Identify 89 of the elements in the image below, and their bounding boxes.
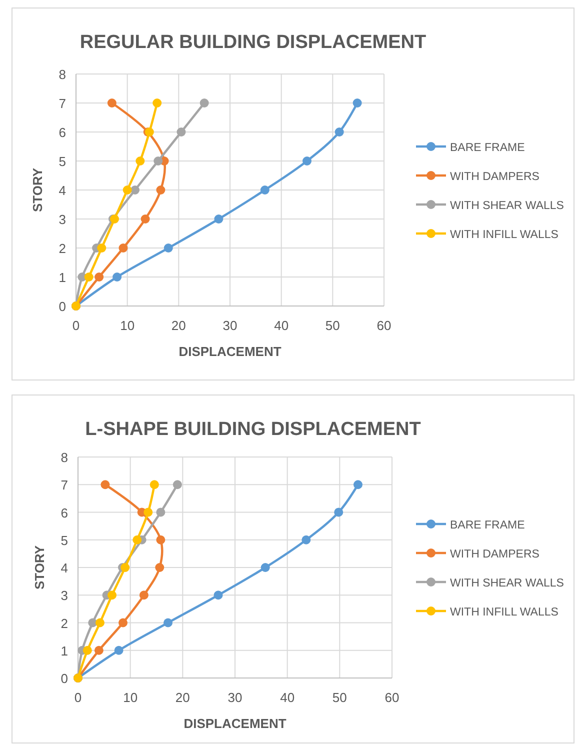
point xyxy=(118,618,128,628)
point xyxy=(214,590,223,600)
y-tick-label: 1 xyxy=(58,270,66,285)
x-axis-title: DISPLACEMENT xyxy=(184,716,286,731)
point xyxy=(95,618,104,628)
point xyxy=(97,244,106,252)
x-tick-label: 40 xyxy=(274,318,289,333)
chart-title: L-SHAPE BUILDING DISPLACEMENT xyxy=(85,419,422,440)
point xyxy=(122,186,132,194)
x-tick-label: 0 xyxy=(74,690,82,705)
y-tick-label: 8 xyxy=(60,450,68,465)
point xyxy=(334,128,344,136)
legend-label: BARE FRAME xyxy=(450,142,526,154)
point xyxy=(120,563,130,572)
x-tick-label: 30 xyxy=(222,318,238,333)
x-tick-label: 50 xyxy=(325,318,340,333)
point xyxy=(94,272,104,282)
point xyxy=(352,98,362,108)
point xyxy=(130,186,140,194)
x-tick-label: 60 xyxy=(384,690,400,705)
y-tick-label: 6 xyxy=(60,505,68,520)
point xyxy=(152,98,162,108)
y-tick-label: 0 xyxy=(58,299,66,314)
x-tick-label: 30 xyxy=(228,690,242,705)
y-tick-label: 7 xyxy=(58,96,66,111)
y-tick-label: 0 xyxy=(60,671,68,686)
legend-label: WITH SHEAR WALLS xyxy=(450,578,564,590)
y-tick-label: 3 xyxy=(58,212,66,227)
point xyxy=(107,98,116,108)
x-tick-label: 40 xyxy=(280,690,295,705)
point xyxy=(334,508,344,517)
point xyxy=(214,214,224,224)
point xyxy=(164,244,173,252)
legend-label: WITH INFILL WALLS xyxy=(450,606,559,618)
point xyxy=(100,480,110,490)
point xyxy=(154,156,163,166)
y-tick-label: 5 xyxy=(58,154,66,169)
point xyxy=(260,186,270,194)
y-tick-label: 5 xyxy=(60,532,68,548)
y-axis-title: STORY xyxy=(30,168,45,212)
point xyxy=(132,535,142,544)
y-tick-label: 2 xyxy=(60,616,68,631)
y-tick-label: 1 xyxy=(60,643,68,658)
point xyxy=(353,480,362,490)
point xyxy=(108,590,117,600)
x-tick-label: 50 xyxy=(332,690,347,705)
point xyxy=(139,590,148,600)
point xyxy=(172,480,182,490)
y-tick-label: 3 xyxy=(60,588,68,604)
point xyxy=(164,618,173,628)
y-tick-label: 2 xyxy=(58,241,66,256)
y-axis-title: STORY xyxy=(32,545,47,590)
legend-label: WITH DAMPERS xyxy=(450,548,540,560)
x-tick-label: 20 xyxy=(175,690,190,705)
point xyxy=(114,646,124,655)
x-tick-label: 60 xyxy=(376,318,392,333)
point xyxy=(200,98,209,108)
point xyxy=(136,156,145,166)
legend-label: WITH DAMPERS xyxy=(450,171,540,183)
legend-label: WITH SHEAR WALLS xyxy=(450,200,564,212)
chart-title: REGULAR BUILDING DISPLACEMENT xyxy=(80,32,426,53)
point xyxy=(118,244,128,252)
point xyxy=(176,128,186,136)
point xyxy=(112,272,122,282)
y-tick-label: 4 xyxy=(58,183,66,198)
point xyxy=(155,563,164,572)
x-tick-label: 10 xyxy=(123,690,138,705)
point xyxy=(140,214,150,224)
point xyxy=(156,186,166,194)
point xyxy=(84,272,94,282)
x-tick-label: 0 xyxy=(72,318,80,333)
point xyxy=(150,480,159,490)
point xyxy=(302,156,312,166)
y-tick-label: 8 xyxy=(58,67,66,82)
point xyxy=(260,563,270,572)
point xyxy=(144,508,153,517)
legend-label: WITH INFILL WALLS xyxy=(450,229,559,241)
y-tick-label: 7 xyxy=(60,478,68,493)
point xyxy=(94,646,104,655)
x-tick-label: 20 xyxy=(171,318,186,333)
x-axis-title: DISPLACEMENT xyxy=(178,344,282,359)
y-tick-label: 4 xyxy=(60,560,68,576)
point xyxy=(156,508,166,517)
point xyxy=(302,535,311,544)
point xyxy=(82,646,92,655)
x-tick-label: 10 xyxy=(120,318,135,333)
point xyxy=(156,535,166,544)
legend-label: BARE FRAME xyxy=(450,520,526,532)
y-tick-label: 6 xyxy=(58,125,66,140)
